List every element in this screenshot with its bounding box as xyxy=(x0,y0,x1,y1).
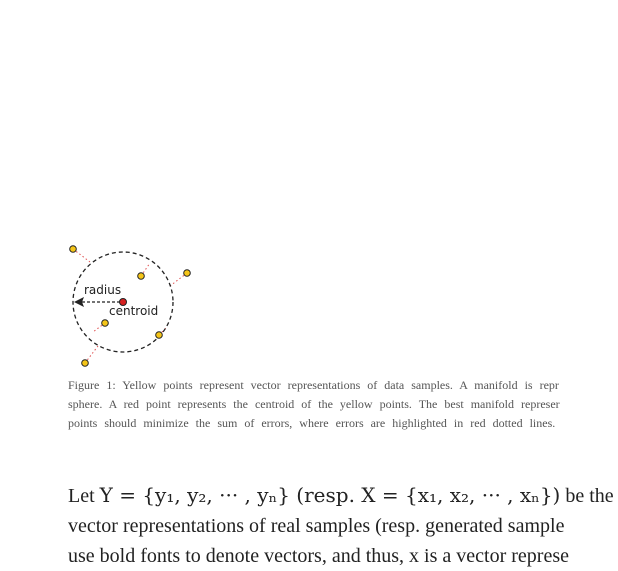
set-y: Y = {y₁, y₂, ··· , yₙ} xyxy=(99,483,290,507)
radius-arrow-head xyxy=(74,297,84,307)
body-line-2: vector representations of real samples (… xyxy=(68,515,565,537)
body-line-1-prefix: Let xyxy=(68,485,100,507)
caption-line-2: sphere. A red point represents the centr… xyxy=(68,397,560,411)
yellow-points xyxy=(69,245,191,367)
yellow-point xyxy=(81,359,89,367)
centroid-label: centroid xyxy=(109,304,158,318)
figure-caption: Figure 1: Yellow points represent vector… xyxy=(68,376,618,433)
centroid-point xyxy=(119,298,127,306)
body-line-3: use bold fonts to denote vectors, and th… xyxy=(68,545,569,567)
error-line-lower-left xyxy=(92,322,106,333)
radius-label: radius xyxy=(84,283,121,297)
caption-line-1: Figure 1: Yellow points represent vector… xyxy=(68,378,559,392)
yellow-point xyxy=(183,269,191,277)
yellow-point xyxy=(137,272,145,280)
yellow-point xyxy=(155,331,163,339)
error-line-upper-inner xyxy=(140,262,151,277)
set-x: (resp. X = {x₁, x₂, ··· , xₙ}) xyxy=(289,483,561,507)
caption-line-3: points should minimize the sum of errors… xyxy=(68,416,556,430)
manifold-figure: radius centroid xyxy=(69,245,191,367)
yellow-point xyxy=(101,319,109,327)
body-line-1: Let Y = {y₁, y₂, ··· , yₙ} (resp. X = {x… xyxy=(68,480,618,511)
body-paragraph: Let Y = {y₁, y₂, ··· , yₙ} (resp. X = {x… xyxy=(68,480,618,571)
manifold-sphere xyxy=(72,251,174,353)
body-line-1-suffix: be the xyxy=(560,485,614,507)
yellow-point xyxy=(69,245,77,253)
